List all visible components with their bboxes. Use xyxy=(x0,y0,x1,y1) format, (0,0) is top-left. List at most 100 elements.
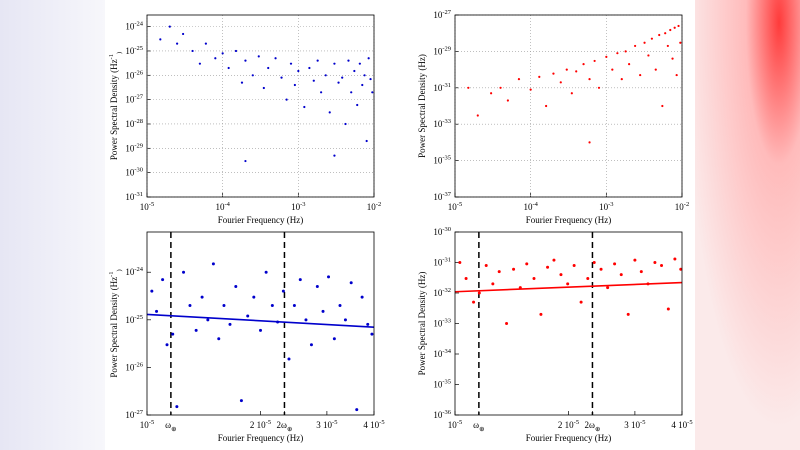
point xyxy=(316,59,319,62)
point xyxy=(240,81,244,84)
panel-bg xyxy=(105,0,695,450)
point xyxy=(287,357,291,361)
point xyxy=(267,66,270,70)
x-tick-label: 10-5 xyxy=(448,201,462,212)
point xyxy=(597,86,601,89)
point xyxy=(347,59,350,62)
point xyxy=(264,270,268,274)
point xyxy=(332,337,336,341)
y-tick-label: 10-35 xyxy=(433,155,451,166)
point xyxy=(559,273,563,277)
point xyxy=(252,295,256,299)
x-tick-label: 10-2 xyxy=(675,201,689,212)
y-axis-label: Power Spectral Density (Hz) xyxy=(417,54,427,158)
point xyxy=(532,276,536,280)
point xyxy=(538,75,541,78)
point xyxy=(168,25,171,28)
point xyxy=(620,78,623,81)
point xyxy=(605,55,608,58)
point xyxy=(344,122,347,126)
point xyxy=(315,285,319,289)
point xyxy=(639,270,643,274)
point xyxy=(239,399,243,403)
point xyxy=(171,332,175,336)
point xyxy=(497,270,501,274)
point xyxy=(293,83,296,87)
point xyxy=(588,141,591,144)
point xyxy=(191,49,194,53)
point xyxy=(188,303,192,307)
point xyxy=(204,42,207,45)
point xyxy=(155,309,159,313)
point xyxy=(505,322,509,325)
point xyxy=(464,276,468,280)
point xyxy=(525,262,529,266)
y-tick-label: 10-29 xyxy=(125,142,143,153)
point xyxy=(363,74,366,77)
point xyxy=(565,68,568,71)
point xyxy=(517,78,521,81)
plot-frame xyxy=(454,14,683,198)
point xyxy=(341,76,344,79)
point xyxy=(559,81,562,84)
point xyxy=(211,262,215,266)
point xyxy=(458,261,462,264)
y-tick-label: 10-29 xyxy=(433,45,451,56)
point xyxy=(285,98,288,101)
point xyxy=(570,92,573,95)
point xyxy=(628,63,631,66)
x-tick-label: 3 10-5 xyxy=(624,419,645,430)
y-tick-label: 10-33 xyxy=(433,118,451,129)
point xyxy=(228,322,232,326)
y-tick-label: 10-26 xyxy=(125,69,143,80)
point xyxy=(611,68,614,71)
x-tick-label: 2ω⊕ xyxy=(277,420,293,433)
point xyxy=(545,104,548,108)
point xyxy=(321,309,325,313)
point xyxy=(650,37,653,40)
point xyxy=(365,139,368,143)
point xyxy=(658,33,661,37)
x-axis-label: Fourier Frequency (Hz) xyxy=(526,433,611,443)
point xyxy=(298,278,302,282)
x-tick-label: 10-3 xyxy=(599,201,613,212)
point xyxy=(366,322,370,326)
point xyxy=(309,343,313,347)
point xyxy=(572,263,576,267)
y-tick-label: 10-24 xyxy=(125,21,143,32)
x-axis-label: Fourier Frequency (Hz) xyxy=(218,433,303,443)
y-tick-label: 10-31 xyxy=(433,82,451,93)
y-tick-label: 10-25 xyxy=(125,314,143,325)
point xyxy=(653,261,657,264)
point xyxy=(671,57,674,60)
point xyxy=(338,303,342,307)
point xyxy=(669,28,672,32)
point xyxy=(244,159,247,163)
point xyxy=(328,111,331,114)
point xyxy=(343,318,347,322)
point xyxy=(476,114,479,117)
point xyxy=(491,282,495,286)
point xyxy=(358,62,361,65)
point xyxy=(214,57,217,60)
point xyxy=(176,42,179,45)
point xyxy=(619,273,623,277)
point xyxy=(666,307,670,311)
point xyxy=(624,50,627,53)
x-tick-label: 10-2 xyxy=(367,201,381,212)
point xyxy=(512,267,516,271)
y-tick-label: 10-25 xyxy=(125,45,143,56)
point xyxy=(165,343,169,347)
point xyxy=(246,314,250,318)
point xyxy=(566,282,570,286)
point xyxy=(499,86,502,89)
y-tick-label: 10-28 xyxy=(125,118,143,129)
point xyxy=(552,258,556,262)
x-tick-label: 4 10-5 xyxy=(363,419,384,430)
point xyxy=(588,78,591,81)
point xyxy=(259,328,262,332)
y-tick-label: 10-32 xyxy=(433,287,451,298)
point xyxy=(472,300,476,304)
point xyxy=(217,337,221,341)
point xyxy=(182,270,186,274)
